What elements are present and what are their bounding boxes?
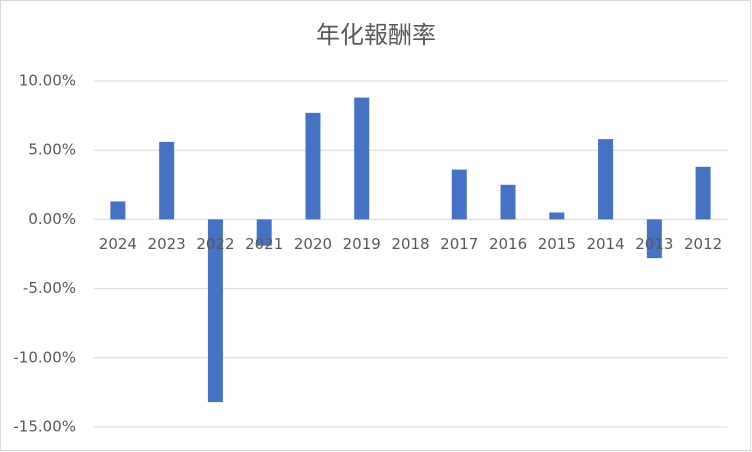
chart-title: 年化報酬率	[316, 21, 436, 49]
y-tick-label: 10.00%	[19, 72, 76, 90]
bar	[598, 139, 614, 220]
x-tick-label: 2020	[294, 235, 332, 253]
y-tick-label: 0.00%	[28, 210, 76, 228]
x-tick-label: 2014	[586, 235, 624, 253]
y-tick-label: -15.00%	[13, 418, 76, 436]
x-tick-label: 2012	[684, 235, 722, 253]
x-tick-label: 2015	[538, 235, 576, 253]
bar	[256, 219, 272, 246]
x-tick-label: 2024	[99, 235, 137, 253]
bar	[646, 219, 662, 259]
bar	[695, 166, 711, 220]
bar	[354, 97, 370, 220]
bar	[451, 169, 467, 220]
bar	[500, 184, 516, 220]
x-tick-label: 2021	[245, 235, 283, 253]
y-tick-label: -5.00%	[23, 279, 76, 297]
y-tick-label: -10.00%	[13, 348, 76, 366]
x-tick-label: 2019	[343, 235, 381, 253]
bar	[305, 112, 321, 220]
bar	[159, 141, 175, 220]
x-tick-label: 2016	[489, 235, 527, 253]
x-tick-label: 2017	[440, 235, 478, 253]
y-tick-label: 5.00%	[28, 141, 76, 159]
x-tick-label: 2013	[635, 235, 673, 253]
x-tick-label: 2018	[391, 235, 429, 253]
bar	[549, 212, 565, 220]
x-tick-label: 2023	[148, 235, 186, 253]
bar	[110, 201, 126, 220]
bar	[207, 219, 223, 403]
x-tick-label: 2022	[196, 235, 234, 253]
